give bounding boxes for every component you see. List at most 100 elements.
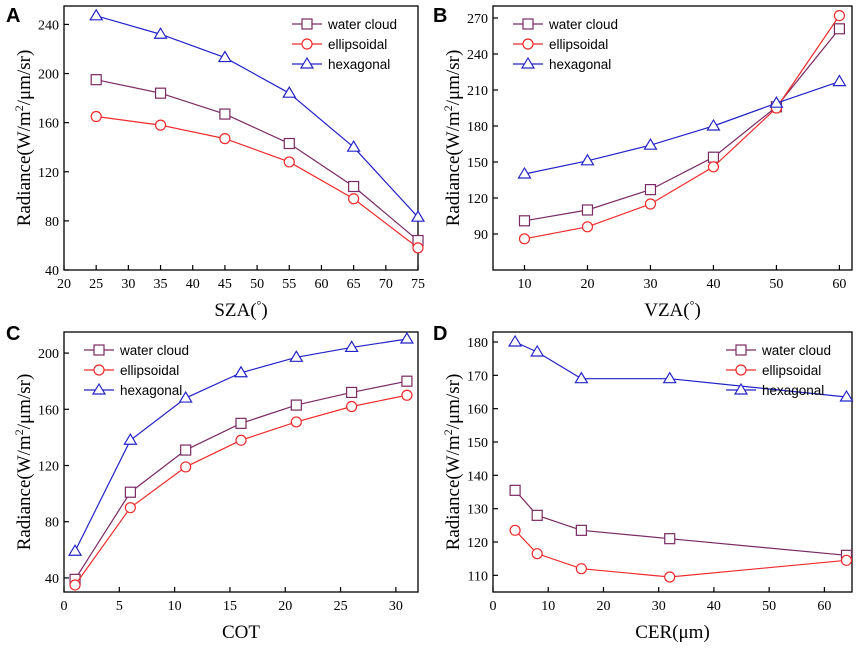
data-point-water <box>290 399 302 411</box>
legend-label-water: water cloud <box>327 17 397 32</box>
x-tick-label: 50 <box>762 599 776 614</box>
data-point-hexagonal <box>89 8 104 21</box>
chart-panel-c: C 0 5 10 15 20 25 30 40 80 120 160 200 COT Radiance(W/… <box>6 323 419 643</box>
x-tick-label: 45 <box>218 277 232 292</box>
y-axis-title: Radiance(W/m2/μm/sr) <box>441 50 464 227</box>
data-point-hexagonal <box>832 74 847 87</box>
data-point-water <box>833 23 846 35</box>
y-tick-label: 120 <box>467 192 488 207</box>
data-point-water <box>348 180 360 193</box>
x-tick-label: 15 <box>223 599 237 614</box>
y-tick-label: 140 <box>467 469 488 484</box>
y-tick-label: 150 <box>467 156 488 171</box>
legend-marker-water <box>735 344 747 356</box>
data-point-hexagonal <box>68 544 83 556</box>
y-axis-title: Radiance(W/m2/μm/sr) <box>441 374 464 551</box>
legend-label-ellipsoidal: ellipsoidal <box>328 37 387 52</box>
data-point-water <box>180 444 192 456</box>
x-tick-label: 30 <box>643 277 657 292</box>
y-tick-label: 180 <box>467 120 488 135</box>
data-point-hexagonal <box>662 371 677 384</box>
data-point-ellipsoidal <box>346 400 358 413</box>
data-point-hexagonal <box>706 118 721 131</box>
x-tick-label: 20 <box>580 277 594 292</box>
x-tick-label: 70 <box>379 277 393 292</box>
x-tick-label: 50 <box>769 277 783 292</box>
data-point-ellipsoidal <box>509 524 521 536</box>
y-tick-label: 110 <box>468 569 488 584</box>
data-point-ellipsoidal <box>290 416 302 428</box>
data-point-ellipsoidal <box>348 193 360 205</box>
chart-panel-a: A 20 25 30 35 40 45 50 55 60 65 70 75 40 80 120 160 200 24… <box>6 5 426 321</box>
legend-label-water: water cloud <box>119 343 189 358</box>
legend-marker-water <box>301 18 313 30</box>
x-tick-label: 65 <box>347 277 361 292</box>
data-point-ellipsoidal <box>283 156 295 168</box>
x-axis-title: CER(μm) <box>635 622 710 643</box>
x-tick-label: 60 <box>832 277 846 292</box>
data-point-ellipsoidal <box>581 221 594 233</box>
data-point-hexagonal <box>580 153 595 166</box>
x-tick-label: 30 <box>652 599 666 614</box>
y-axis-title: Radiance(W/m2/μm/sr) <box>12 374 35 551</box>
data-point-ellipsoidal <box>124 502 136 514</box>
y-tick-label: 270 <box>467 12 488 27</box>
data-point-hexagonal <box>344 340 359 353</box>
data-point-hexagonal <box>346 140 361 152</box>
data-point-hexagonal <box>123 433 138 445</box>
data-point-water <box>644 184 657 196</box>
x-tick-label: 75 <box>411 277 425 292</box>
data-point-water <box>518 215 531 227</box>
x-tick-label: 60 <box>314 277 328 292</box>
data-point-ellipsoidal <box>531 548 543 560</box>
x-tick-label: 40 <box>707 599 721 614</box>
data-point-water <box>575 524 587 536</box>
x-tick-label: 25 <box>89 277 103 292</box>
data-point-hexagonal <box>217 50 232 63</box>
y-tick-label: 40 <box>45 264 59 279</box>
y-tick-label: 180 <box>467 336 488 351</box>
legend: water cloud ellipsoidal hexagonal <box>513 17 618 72</box>
plot-frame <box>63 5 419 271</box>
y-tick-label: 240 <box>467 48 488 63</box>
panel-letter-d: D <box>433 323 447 345</box>
y-tick-label: 40 <box>45 572 59 587</box>
series-line-water <box>74 380 408 580</box>
legend: water cloud ellipsoidal hexagonal <box>84 343 189 398</box>
x-tick-label: 0 <box>61 599 68 614</box>
data-point-hexagonal <box>839 389 854 402</box>
legend: water cloud ellipsoidal hexagonal <box>726 343 831 398</box>
series-line-hexagonal <box>96 15 419 218</box>
x-axis-title: VZA(°) <box>644 298 701 321</box>
x-tick-label: 55 <box>282 277 296 292</box>
y-tick-label: 130 <box>467 503 488 518</box>
series-line-water <box>524 28 840 222</box>
data-point-hexagonal <box>574 371 589 384</box>
data-point-hexagonal <box>282 86 297 98</box>
data-point-water <box>401 375 413 387</box>
legend-label-hexagonal: hexagonal <box>328 57 390 72</box>
x-tick-label: 20 <box>596 599 610 614</box>
data-point-hexagonal <box>410 210 426 222</box>
x-tick-label: 40 <box>706 277 720 292</box>
data-point-water <box>581 204 594 216</box>
x-tick-label: 25 <box>334 599 348 614</box>
x-tick-label: 60 <box>817 599 831 614</box>
data-point-ellipsoidal <box>707 161 720 173</box>
data-point-hexagonal <box>153 27 168 39</box>
data-point-water <box>90 74 102 86</box>
panel-letter-b: B <box>433 5 447 27</box>
x-tick-label: 35 <box>154 277 168 292</box>
panel-letter-c: C <box>6 323 20 345</box>
legend-marker-ellipsoidal <box>301 38 313 50</box>
y-tick-label: 200 <box>38 347 59 362</box>
legend-marker-ellipsoidal <box>522 38 534 50</box>
series-line-water <box>514 489 847 556</box>
y-axis-title: Radiance(W/m2/μm/sr) <box>12 50 35 227</box>
y-tick-label: 160 <box>467 403 488 418</box>
legend-marker-hexagonal <box>733 382 749 395</box>
legend-marker-hexagonal <box>91 382 107 395</box>
data-point-water <box>219 108 231 120</box>
y-tick-label: 170 <box>467 369 488 384</box>
data-point-water <box>346 386 358 399</box>
